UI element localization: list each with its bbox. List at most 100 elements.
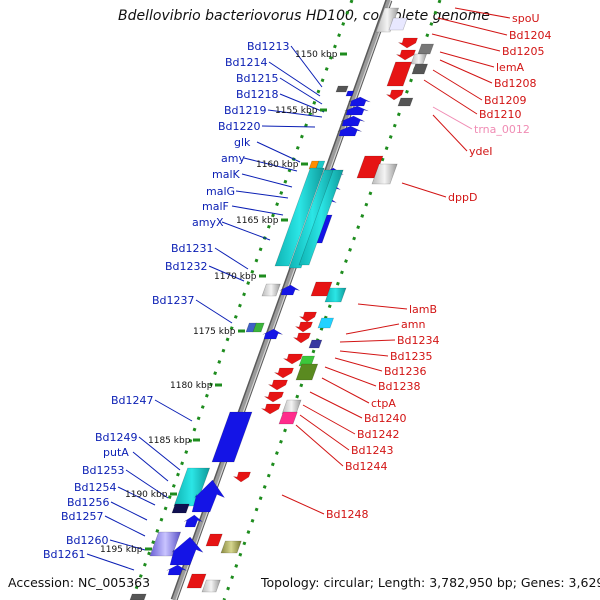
gene-glyph-bd1209-b <box>411 63 429 75</box>
leader-line-bd1213 <box>290 45 323 88</box>
scale-label-1180-kbp: 1180 kbp <box>170 381 213 391</box>
gene-label-bd1240[interactable]: Bd1240 <box>364 412 407 425</box>
accession-label: Accession: NC_005363 <box>8 575 151 590</box>
gene-glyph-bd1247 <box>211 411 253 463</box>
gene-label-bd1260[interactable]: Bd1260 <box>66 534 109 547</box>
leader-line-puta <box>132 451 169 482</box>
gene-label-bd1244[interactable]: Bd1244 <box>345 460 388 473</box>
gene-glyph-bd1261 <box>129 593 147 600</box>
gene-label-bd1220[interactable]: Bd1220 <box>218 120 261 133</box>
gene-marks <box>129 7 435 600</box>
gene-label-bd1253[interactable]: Bd1253 <box>82 464 125 477</box>
gene-glyph-bd1236 <box>293 332 311 344</box>
gene-label-bd1256[interactable]: Bd1256 <box>67 496 110 509</box>
leader-line-glk <box>256 141 301 163</box>
gene-label-spou[interactable]: spoU <box>512 12 540 25</box>
leader-line-amyx <box>221 221 271 241</box>
leader-line-bd1244 <box>295 424 344 467</box>
leader-line-bd1220 <box>261 125 316 128</box>
leader-lines <box>86 7 511 571</box>
gene-label-trna-0012[interactable]: trna_0012 <box>474 123 530 136</box>
gene-label-amy[interactable]: amy <box>221 152 245 165</box>
gene-glyph-bd1204 <box>388 17 408 31</box>
gene-label-malf[interactable]: malF <box>202 200 229 213</box>
scale-label-1155-kbp: 1155 kbp <box>275 106 318 116</box>
gene-label-bd1204[interactable]: Bd1204 <box>509 29 552 42</box>
gene-glyph-bd1263 <box>201 579 221 593</box>
gene-glyph-bd1237-b <box>252 322 265 333</box>
gene-label-malk[interactable]: malK <box>212 168 241 181</box>
gene-label-ydei[interactable]: ydeI <box>469 145 493 158</box>
gene-glyph-bd1243-b <box>278 411 298 425</box>
leader-line-bd1237 <box>195 299 233 324</box>
gene-label-ctpa[interactable]: ctpA <box>371 397 396 410</box>
leader-line-bd1214 <box>268 61 321 97</box>
leader-line-bd1205 <box>431 33 501 52</box>
leader-line-bd1208 <box>439 59 493 84</box>
scale-label-1190-kbp: 1190 kbp <box>125 490 168 500</box>
gene-glyph-spou <box>375 7 400 33</box>
gene-label-bd1210[interactable]: Bd1210 <box>479 108 522 121</box>
scale-label-1185-kbp: 1185 kbp <box>148 436 191 446</box>
gene-label-bd1218[interactable]: Bd1218 <box>236 88 279 101</box>
gene-label-malg[interactable]: malG <box>206 185 235 198</box>
gene-label-glk[interactable]: glk <box>234 136 251 149</box>
leader-line-bd1238 <box>324 366 377 387</box>
gene-glyph-bd1234-b <box>317 317 335 329</box>
gene-glyph-bd1234 <box>299 311 317 323</box>
gene-label-bd1243[interactable]: Bd1243 <box>351 444 394 457</box>
gene-label-bd1235[interactable]: Bd1235 <box>390 350 433 363</box>
leader-line-bd1261 <box>86 553 135 571</box>
gene-label-bd1254[interactable]: Bd1254 <box>74 481 117 494</box>
gene-label-bd1209[interactable]: Bd1209 <box>484 94 527 107</box>
scale-marks: 1150 kbp 1155 kbp 1160 kbp 1165 kbp 1170 kbp… <box>100 50 347 555</box>
gene-label-bd1261[interactable]: Bd1261 <box>43 548 86 561</box>
gene-label-bd1205[interactable]: Bd1205 <box>502 45 545 58</box>
gene-label-bd1248[interactable]: Bd1248 <box>326 508 369 521</box>
gene-glyph-bd1244 <box>261 403 281 415</box>
gene-label-bd1238[interactable]: Bd1238 <box>378 380 421 393</box>
leader-line-dppd <box>401 182 447 198</box>
leader-line-bd1232 <box>208 265 245 282</box>
gene-label-bd1215[interactable]: Bd1215 <box>236 72 279 85</box>
leader-line-bd1243 <box>299 414 350 451</box>
gene-label-bd1208[interactable]: Bd1208 <box>494 77 537 90</box>
gene-glyph-bd1250 <box>205 533 223 547</box>
gene-label-bd1249[interactable]: Bd1249 <box>95 431 138 444</box>
gene-label-bd1232[interactable]: Bd1232 <box>165 260 208 273</box>
gene-label-bd1257[interactable]: Bd1257 <box>61 510 104 523</box>
leader-line-malg <box>235 190 289 199</box>
leader-line-bd1240 <box>309 391 363 419</box>
gene-glyph-bd1205 <box>398 37 418 49</box>
gene-glyph-bd1218 <box>344 105 369 116</box>
gene-label-dppd[interactable]: dppD <box>448 191 477 204</box>
gene-glyph-ctpa <box>295 363 319 381</box>
gene-label-bd1237[interactable]: Bd1237 <box>152 294 195 307</box>
leader-line-malk <box>241 173 293 188</box>
gene-glyph-bd1208 <box>396 49 416 61</box>
gene-glyph-bd1237 <box>262 328 283 340</box>
gene-glyph-amy <box>274 167 325 267</box>
leader-line-bd1231 <box>214 247 249 270</box>
gene-labels: Bd1213 Bd1214 Bd1215 Bd1218 Bd1219 Bd1220 glk a… <box>43 12 552 561</box>
leader-line-bd1204 <box>437 17 508 36</box>
gene-label-puta[interactable]: putA <box>103 446 129 459</box>
gene-label-bd1231[interactable]: Bd1231 <box>171 242 214 255</box>
gene-label-amn[interactable]: amn <box>401 318 425 331</box>
leader-line-bd1254 <box>117 486 156 506</box>
gene-label-bd1242[interactable]: Bd1242 <box>357 428 400 441</box>
gene-label-amyx[interactable]: amyX <box>192 216 224 229</box>
leader-line-bd1215 <box>279 77 323 105</box>
gene-label-lamb[interactable]: lamB <box>409 303 437 316</box>
gene-label-bd1214[interactable]: Bd1214 <box>225 56 268 69</box>
gene-label-bd1236[interactable]: Bd1236 <box>384 365 427 378</box>
gene-label-bd1234[interactable]: Bd1234 <box>397 334 440 347</box>
gene-label-bd1247[interactable]: Bd1247 <box>111 394 154 407</box>
gene-label-lema[interactable]: lemA <box>496 61 525 74</box>
gene-glyph-bd1242 <box>268 379 288 391</box>
gene-label-bd1219[interactable]: Bd1219 <box>224 104 267 117</box>
gene-label-bd1213[interactable]: Bd1213 <box>247 40 290 53</box>
gene-glyph-bd1243 <box>264 391 284 403</box>
gene-glyph-bd1236-b <box>308 339 323 349</box>
